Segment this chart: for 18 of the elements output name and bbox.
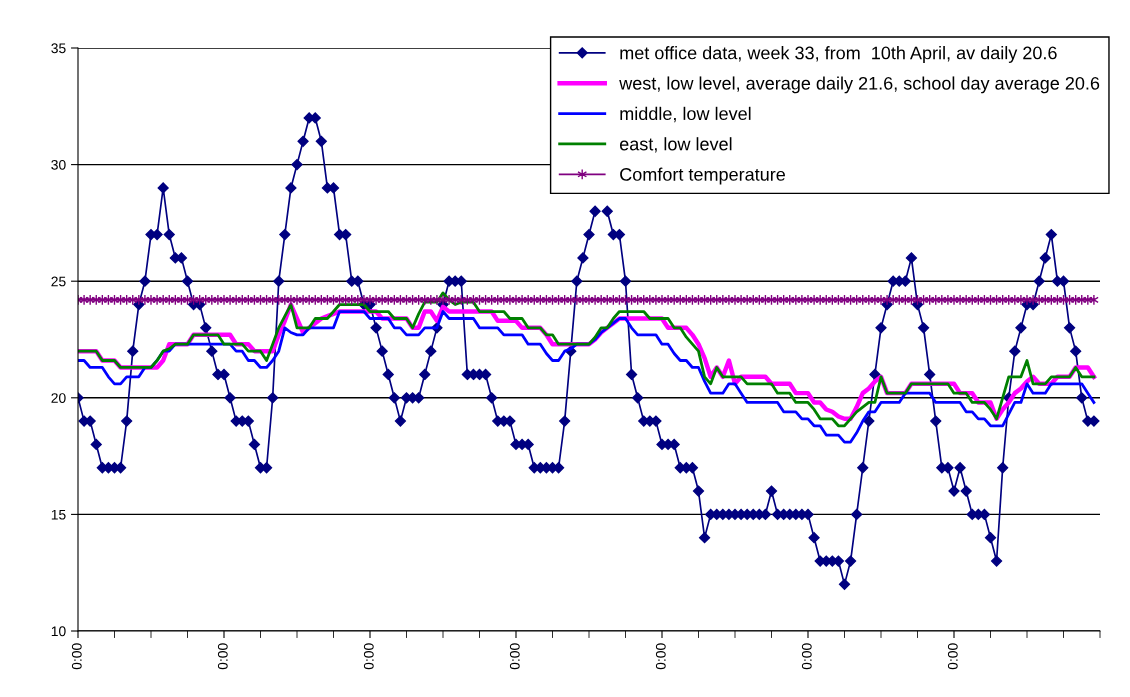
- y-tick-label: 10: [51, 626, 66, 637]
- y-tick-label: 15: [51, 509, 66, 520]
- y-tick-label: 35: [51, 43, 66, 54]
- x-tick-label: 0:00: [801, 643, 812, 670]
- legend-label: east, low level: [619, 137, 732, 153]
- x-tick-label: 0:00: [71, 643, 82, 670]
- x-tick-label: 0:00: [509, 643, 520, 670]
- y-tick-label: 20: [51, 393, 66, 403]
- x-tick-label: 0:00: [655, 643, 666, 670]
- y-tick-label: 30: [51, 159, 66, 170]
- x-tick-label: 0:00: [363, 643, 374, 670]
- y-tick-label: 25: [51, 276, 66, 287]
- legend-label: met office data, week 33, from 10th April, av daily 20.6: [620, 46, 1057, 63]
- x-tick-label: 0:00: [217, 643, 228, 670]
- legend-label: Comfort temperature: [620, 167, 785, 185]
- x-tick-label: 0:00: [947, 643, 958, 670]
- legend-label: middle, low level: [620, 106, 751, 123]
- legend-label: west, low level, average daily 21.6, school day average 20.6: [619, 76, 1100, 94]
